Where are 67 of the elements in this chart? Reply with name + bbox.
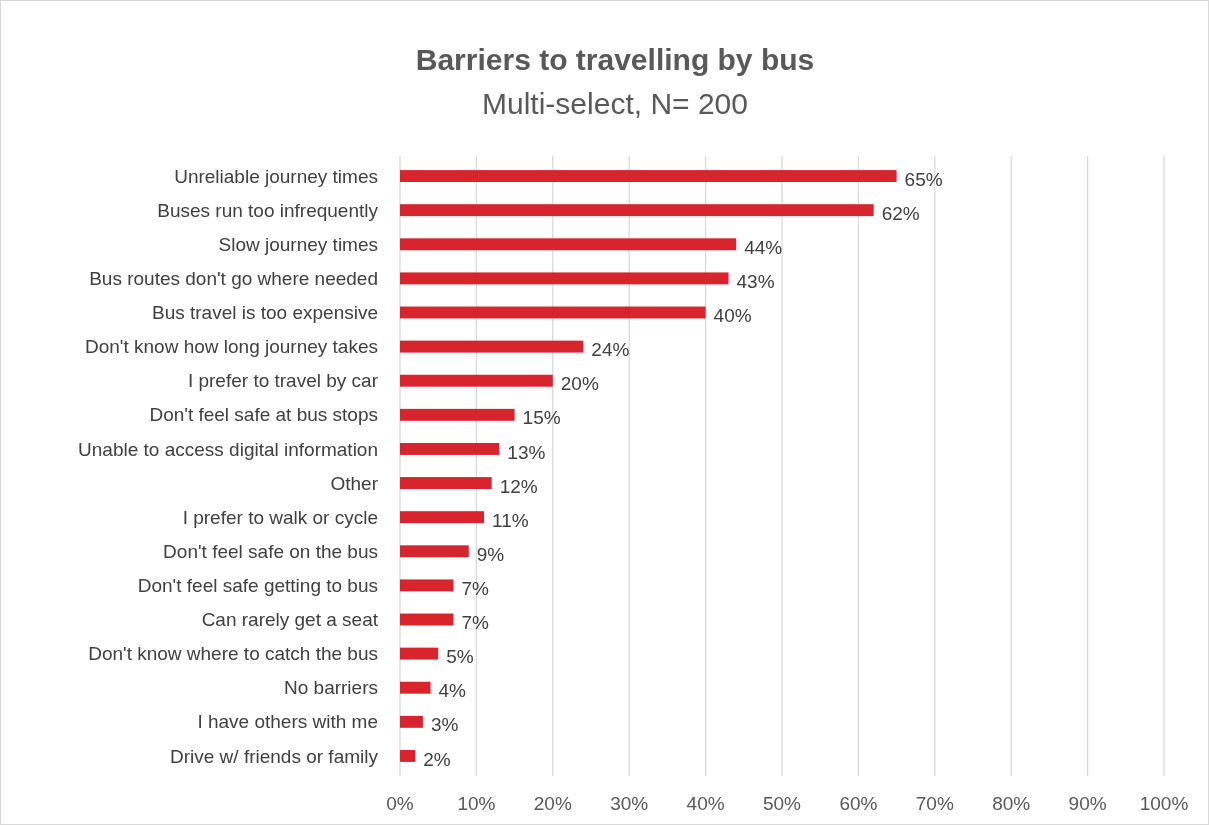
bar xyxy=(400,408,515,421)
data-label: 2% xyxy=(423,748,451,770)
bar xyxy=(400,511,485,524)
x-tick-label: 70% xyxy=(915,793,954,814)
y-tick-label: Don't feel safe at bus stops xyxy=(149,404,378,426)
x-tick-label: 50% xyxy=(762,793,802,814)
data-label: 3% xyxy=(430,714,459,736)
y-tick-label: Unreliable journey times xyxy=(174,165,378,187)
y-tick-label: Unable to access digital information xyxy=(78,438,378,460)
bar xyxy=(400,613,454,626)
y-tick-label: Bus travel is too expensive xyxy=(151,302,378,324)
y-tick-label: Bus routes don't go where needed xyxy=(89,268,378,290)
bar xyxy=(400,715,423,728)
data-label: 15% xyxy=(522,407,561,429)
y-tick-label: No barriers xyxy=(284,677,378,699)
y-tick-label: Buses run too infrequently xyxy=(157,199,379,221)
bar xyxy=(400,204,874,217)
data-label: 12% xyxy=(499,475,538,497)
bar xyxy=(400,579,454,592)
bar xyxy=(400,340,584,353)
x-tick-label: 60% xyxy=(839,793,878,814)
data-label: 24% xyxy=(591,339,630,361)
chart-title: Barriers to travelling by bus xyxy=(415,43,815,76)
data-label: 62% xyxy=(881,202,920,224)
y-tick-label: I prefer to walk or cycle xyxy=(182,506,378,528)
x-tick-label: 90% xyxy=(1068,793,1107,814)
data-label: 40% xyxy=(713,305,752,327)
x-tick-label: 20% xyxy=(533,793,572,814)
data-label: 4% xyxy=(438,680,467,702)
data-label: 44% xyxy=(744,236,783,258)
bar xyxy=(400,374,553,387)
data-label: 5% xyxy=(446,646,474,668)
x-tick-label: 30% xyxy=(610,793,649,814)
data-label: 7% xyxy=(461,578,490,600)
x-tick-label: 40% xyxy=(686,793,725,814)
bar xyxy=(400,681,431,694)
bar xyxy=(400,272,729,285)
x-tick-label: 100% xyxy=(1139,793,1189,814)
data-label: 13% xyxy=(507,441,546,463)
bar xyxy=(400,170,897,183)
bar xyxy=(400,238,737,251)
y-tick-label: Other xyxy=(330,472,379,494)
y-tick-label: I prefer to travel by car xyxy=(187,370,379,392)
y-tick-label: Don't know where to catch the bus xyxy=(88,643,378,665)
bar xyxy=(400,306,706,319)
y-tick-label: Don't feel safe getting to bus xyxy=(137,575,378,597)
x-tick-label: 10% xyxy=(457,793,496,814)
y-tick-label: I have others with me xyxy=(197,711,378,733)
y-tick-label: Don't feel safe on the bus xyxy=(163,540,378,562)
bar xyxy=(400,477,492,490)
data-label: 65% xyxy=(904,168,943,190)
y-tick-label: Slow journey times xyxy=(218,233,378,255)
chart-subtitle: Multi-select, N= 200 xyxy=(482,87,748,120)
y-tick-label: Drive w/ friends or family xyxy=(170,745,379,767)
x-tick-label: 0% xyxy=(386,793,414,814)
data-label: 43% xyxy=(736,271,775,293)
x-tick-label: 80% xyxy=(992,793,1031,814)
bar xyxy=(400,749,416,762)
data-label: 7% xyxy=(461,612,490,634)
data-label: 9% xyxy=(476,543,505,565)
bar xyxy=(400,647,439,660)
bar xyxy=(400,545,469,558)
data-label: 20% xyxy=(560,373,599,395)
y-tick-label: Don't know how long journey takes xyxy=(84,336,378,358)
data-label: 11% xyxy=(492,509,529,531)
bar xyxy=(400,442,500,455)
y-tick-label: Can rarely get a seat xyxy=(201,609,379,631)
